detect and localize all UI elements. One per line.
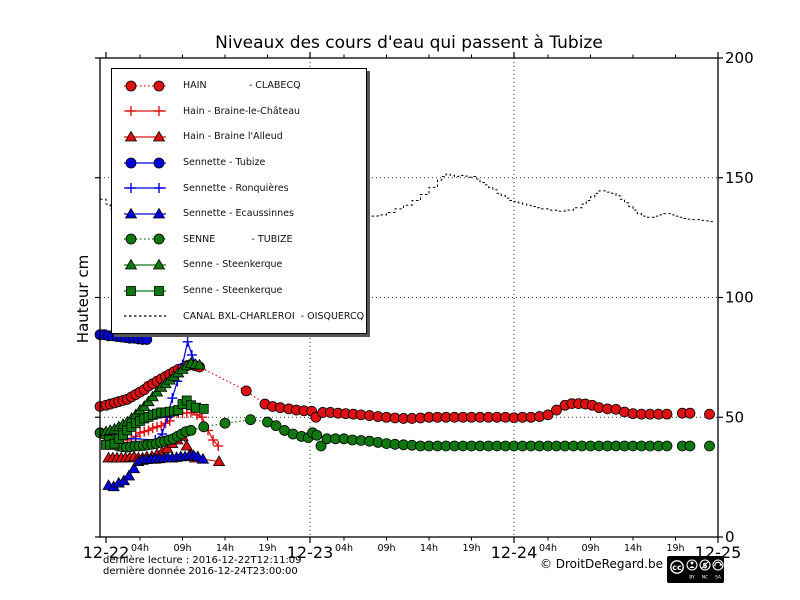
y-tick-label: 200 bbox=[725, 49, 754, 67]
legend-label: SENNE - TUBIZE bbox=[183, 233, 293, 245]
legend-marker-triangle-icon bbox=[124, 258, 166, 270]
cc-tag-label: NC bbox=[702, 575, 709, 581]
legend-label: HAIN - CLABECQ bbox=[183, 80, 301, 92]
legend-item-senne-tubize: SENNE - TUBIZE bbox=[112, 227, 366, 251]
x-tick-label-hour: 14h bbox=[420, 543, 438, 554]
y-tick-label: 50 bbox=[725, 408, 744, 426]
last-reading-text: dernière lecture : 2016-12-22T12:11:09 bbox=[103, 555, 302, 566]
plot-frame bbox=[99, 57, 719, 538]
x-tick-label-hour: 09h bbox=[173, 543, 191, 554]
x-tick-label-hour: 19h bbox=[666, 543, 684, 554]
legend-item-canal-bxl-charleroi-oisquercq: CANAL BXL-CHARLEROI - OISQUERCQ bbox=[112, 304, 366, 328]
series-senne-steenkerque bbox=[101, 395, 209, 450]
x-tick-label-hour: 14h bbox=[624, 543, 642, 554]
cc-license-badge: cc BY $ NC SA bbox=[667, 556, 724, 583]
y-tick-label: 0 bbox=[725, 528, 735, 546]
legend-item-senne-steenkerque: Senne - Steenkerque bbox=[112, 253, 366, 277]
y-tick-label: 150 bbox=[725, 169, 754, 187]
svg-text:cc: cc bbox=[672, 563, 682, 572]
legend-marker-plus-icon bbox=[124, 183, 166, 194]
legend-item-senne-steenkerque: Senne - Steenkerque bbox=[112, 279, 366, 303]
legend-marker-triangle-icon bbox=[124, 130, 166, 142]
x-tick-label-hour: 04h bbox=[131, 543, 149, 554]
legend-item-hain-braine-le-ch-teau: Hain - Braine-le-Château bbox=[112, 99, 366, 123]
series-canal-bxl-charleroi-oisquercq bbox=[100, 173, 715, 225]
legend-marker-square-icon bbox=[124, 285, 166, 296]
legend-label: Sennette - Ecaussinnes bbox=[183, 208, 294, 220]
legend-marker-line-icon bbox=[124, 315, 166, 317]
legend-item-hain-braine-l-alleud: Hain - Braine l'Alleud bbox=[112, 125, 366, 149]
legend-label: CANAL BXL-CHARLEROI - OISQUERCQ bbox=[183, 310, 365, 322]
legend-marker-circle-icon bbox=[124, 233, 166, 245]
y-tick-labels: 0 50 100 150 200 bbox=[725, 49, 754, 546]
chart-legend: HAIN - CLABECQ Hain - Braine-le-Château Ha… bbox=[111, 68, 367, 334]
legend-marker-circle-icon bbox=[124, 80, 166, 92]
legend-label: Hain - Braine-le-Château bbox=[183, 105, 301, 117]
cc-tag-label: SA bbox=[715, 575, 722, 581]
legend-item-sennette-ecaussinnes: Sennette - Ecaussinnes bbox=[112, 202, 366, 226]
x-tick-label-hour: 19h bbox=[462, 543, 480, 554]
copyright-text: © DroitDeRegard.be bbox=[539, 557, 663, 571]
y-tick-label: 100 bbox=[725, 289, 754, 307]
cc-logo-icon: cc bbox=[670, 560, 684, 574]
legend-marker-circle-icon bbox=[124, 157, 166, 168]
x-tick-label-day: 12-23 bbox=[287, 543, 334, 562]
x-tick-label-hour: 04h bbox=[335, 543, 353, 554]
legend-label: Hain - Braine l'Alleud bbox=[183, 131, 283, 143]
legend-marker-triangle-icon bbox=[124, 207, 166, 219]
chart-title: Niveaux des cours d'eau qui passent à Tu… bbox=[215, 33, 603, 53]
x-tick-label-hour: 04h bbox=[539, 543, 557, 554]
legend-label: Senne - Steenkerque bbox=[183, 259, 283, 271]
x-tick-label-day: 12-22 bbox=[83, 543, 130, 562]
x-tick-label-day: 12-24 bbox=[491, 543, 538, 562]
series-senne-tubize bbox=[94, 414, 715, 453]
legend-marker-plus-icon bbox=[124, 106, 166, 117]
legend-label: Senne - Steenkerque bbox=[183, 285, 283, 297]
x-tick-label-hour: 09h bbox=[377, 543, 395, 554]
cc-tag-label: BY bbox=[689, 575, 695, 581]
x-tick-label-hour: 19h bbox=[258, 543, 276, 554]
legend-item-hain-clabecq: HAIN - CLABECQ bbox=[112, 74, 366, 98]
cc-by-icon bbox=[686, 559, 698, 571]
legend-item-sennette-ronqui-res: Sennette - Ronquières bbox=[112, 176, 366, 200]
x-tick-label-hour: 14h bbox=[216, 543, 234, 554]
cc-sa-icon bbox=[712, 559, 724, 571]
cc-nc-icon: $ bbox=[699, 559, 711, 571]
legend-label: Sennette - Tubize bbox=[183, 157, 266, 169]
x-tick-label-hour: 09h bbox=[581, 543, 599, 554]
legend-item-sennette-tubize: Sennette - Tubize bbox=[112, 151, 366, 175]
series-sennette-ecaussinnes bbox=[102, 449, 210, 492]
legend-label: Sennette - Ronquières bbox=[183, 182, 289, 194]
last-data-text: dernière donnée 2016-12-24T23:00:00 bbox=[103, 566, 298, 577]
